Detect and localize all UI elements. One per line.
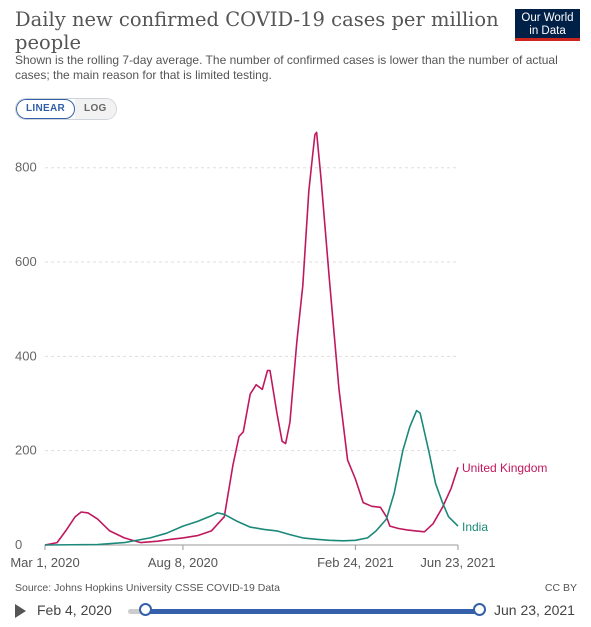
y-tick-label: 200 [15, 443, 37, 458]
x-tick-label: Aug 8, 2020 [148, 555, 218, 570]
log-scale-button[interactable]: LOG [75, 99, 116, 119]
x-tick-label: Feb 24, 2021 [317, 555, 394, 570]
timeline-end-handle[interactable] [473, 603, 486, 616]
timeline-selected-range [145, 609, 483, 614]
logo-line-2: in Data [529, 25, 566, 37]
timeline-start-handle[interactable] [139, 603, 152, 616]
owid-logo[interactable]: Our World in Data [515, 9, 580, 41]
series-label[interactable]: United Kingdom [462, 461, 547, 475]
play-icon[interactable] [15, 604, 26, 618]
logo-accent-bar [515, 38, 580, 41]
series-line[interactable] [44, 409, 459, 546]
scale-toggle[interactable]: LINEAR LOG [15, 98, 117, 120]
series-label[interactable]: India [462, 520, 488, 534]
y-tick-label: 400 [15, 348, 37, 363]
timeline-track[interactable] [128, 609, 483, 614]
chart-title: Daily new confirmed COVID-19 cases per m… [15, 8, 499, 54]
timeline: Feb 4, 2020 Jun 23, 2021 [15, 600, 580, 622]
logo-line-1: Our World [521, 12, 574, 24]
timeline-start-label: Feb 4, 2020 [37, 602, 112, 618]
linear-scale-button[interactable]: LINEAR [16, 99, 76, 119]
timeline-end-label: Jun 23, 2021 [494, 602, 575, 618]
y-axis-ticks: 0 200 400 600 800 [15, 160, 37, 552]
x-axis-ticks: Mar 1, 2020 Aug 8, 2020 Feb 24, 2021 Jun 23… [10, 545, 496, 570]
grid-lines [45, 167, 458, 546]
x-tick-label: Mar 1, 2020 [10, 555, 79, 570]
series-line[interactable] [44, 131, 459, 546]
series-labels: United Kingdom India [462, 461, 547, 534]
license-link[interactable]: CC BY [544, 582, 577, 594]
source-note[interactable]: Source: Johns Hopkins University CSSE CO… [15, 582, 280, 594]
series-lines [44, 131, 459, 546]
y-tick-label: 800 [15, 160, 37, 175]
x-tick-label: Jun 23, 2021 [420, 555, 495, 570]
chart-subtitle: Shown is the rolling 7-day average. The … [15, 53, 558, 82]
y-tick-label: 0 [15, 537, 22, 552]
y-tick-label: 600 [15, 254, 37, 269]
